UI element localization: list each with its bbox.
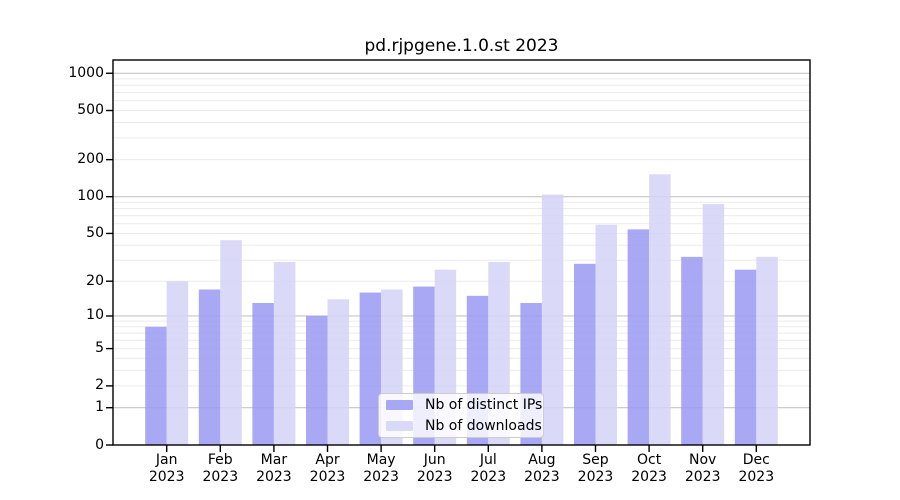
bar-downloads-dec	[756, 256, 778, 445]
bar-distinct-ips-may	[359, 292, 382, 445]
y-tick-label: 20	[86, 272, 104, 289]
x-tick-label-jun: Jun 2023	[416, 452, 453, 485]
x-tick-label-aug: Aug 2023	[524, 452, 560, 485]
bar-downloads-jan	[166, 281, 189, 445]
x-tick-label-jul: Jul 2023	[470, 452, 507, 485]
bar-distinct-ips-sep	[574, 263, 596, 445]
x-tick-label-oct: Oct 2023	[631, 452, 667, 485]
bar-distinct-ips-oct	[627, 229, 650, 445]
x-tick-label-may: May 2023	[363, 452, 399, 485]
x-tick-label-dec: Dec 2023	[738, 452, 775, 485]
legend-label-distinct-ips: Nb of distinct IPs	[425, 397, 543, 413]
x-tick-label-sep: Sep 2023	[577, 452, 614, 485]
x-tick-label-mar: Mar 2023	[256, 452, 292, 485]
bar-distinct-ips-nov	[681, 256, 703, 445]
y-tick-label: 2	[95, 377, 104, 394]
legend-row-downloads: Nb of downloads	[379, 418, 543, 434]
bar-distinct-ips-mar	[252, 303, 274, 445]
legend: Nb of distinct IPs Nb of downloads	[378, 393, 544, 438]
y-tick-label: 1	[95, 399, 104, 416]
y-tick-label: 200	[77, 151, 104, 168]
legend-row-distinct-ips: Nb of distinct IPs	[379, 397, 543, 413]
bar-distinct-ips-feb	[198, 289, 221, 445]
x-tick-label-nov: Nov 2023	[684, 452, 721, 485]
bar-distinct-ips-apr	[306, 315, 328, 445]
chart-title: pd.rjpgene.1.0.st 2023	[364, 36, 559, 56]
y-tick-label: 0	[95, 436, 104, 453]
y-tick-label: 1000	[68, 64, 104, 81]
legend-swatch-downloads	[386, 421, 413, 431]
bar-downloads-feb	[220, 240, 242, 445]
x-tick-label-feb: Feb 2023	[202, 452, 239, 485]
legend-label-downloads: Nb of downloads	[425, 418, 542, 434]
bar-downloads-mar	[273, 261, 296, 445]
y-tick-label: 10	[86, 307, 104, 324]
bar-distinct-ips-jan	[145, 326, 167, 445]
bar-downloads-aug	[541, 194, 564, 445]
bar-downloads-nov	[702, 204, 725, 445]
bar-distinct-ips-dec	[734, 269, 757, 445]
y-tick-label: 5	[95, 340, 104, 357]
legend-swatch-distinct-ips	[386, 400, 413, 410]
bar-downloads-apr	[327, 299, 349, 445]
bar-downloads-oct	[649, 174, 671, 446]
y-tick-label: 100	[77, 188, 104, 205]
x-tick-label-apr: Apr 2023	[309, 452, 346, 485]
y-tick-label: 500	[77, 102, 104, 118]
x-tick-label-jan: Jan 2023	[148, 452, 185, 485]
plot-frame	[112, 59, 811, 446]
y-tick-label: 50	[86, 224, 104, 241]
bar-downloads-sep	[595, 224, 617, 445]
